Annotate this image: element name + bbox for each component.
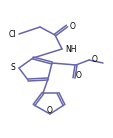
Text: Cl: Cl [8,30,16,39]
Text: O: O [75,71,81,80]
Text: S: S [10,63,15,72]
Text: O: O [69,22,75,30]
Text: O: O [47,107,52,116]
Text: O: O [91,55,97,64]
Text: NH: NH [64,46,76,55]
